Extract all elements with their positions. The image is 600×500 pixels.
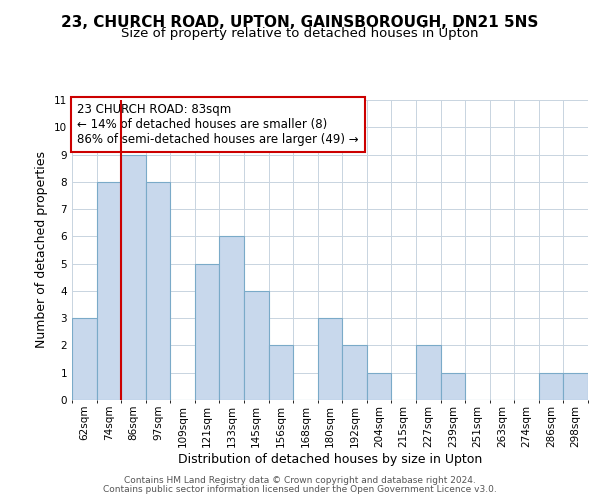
Text: 23 CHURCH ROAD: 83sqm
← 14% of detached houses are smaller (8)
86% of semi-detac: 23 CHURCH ROAD: 83sqm ← 14% of detached …	[77, 103, 359, 146]
Y-axis label: Number of detached properties: Number of detached properties	[35, 152, 49, 348]
Bar	[563, 372, 588, 400]
Bar	[318, 318, 342, 400]
Bar	[97, 182, 121, 400]
Text: Size of property relative to detached houses in Upton: Size of property relative to detached ho…	[121, 28, 479, 40]
Bar	[220, 236, 244, 400]
Bar	[72, 318, 97, 400]
Bar	[367, 372, 391, 400]
Bar	[539, 372, 563, 400]
Bar	[342, 346, 367, 400]
Bar	[121, 154, 146, 400]
Bar	[195, 264, 220, 400]
Bar	[146, 182, 170, 400]
Text: Contains public sector information licensed under the Open Government Licence v3: Contains public sector information licen…	[103, 485, 497, 494]
X-axis label: Distribution of detached houses by size in Upton: Distribution of detached houses by size …	[178, 452, 482, 466]
Bar	[269, 346, 293, 400]
Bar	[440, 372, 465, 400]
Text: 23, CHURCH ROAD, UPTON, GAINSBOROUGH, DN21 5NS: 23, CHURCH ROAD, UPTON, GAINSBOROUGH, DN…	[61, 15, 539, 30]
Bar	[244, 291, 269, 400]
Bar	[416, 346, 440, 400]
Text: Contains HM Land Registry data © Crown copyright and database right 2024.: Contains HM Land Registry data © Crown c…	[124, 476, 476, 485]
